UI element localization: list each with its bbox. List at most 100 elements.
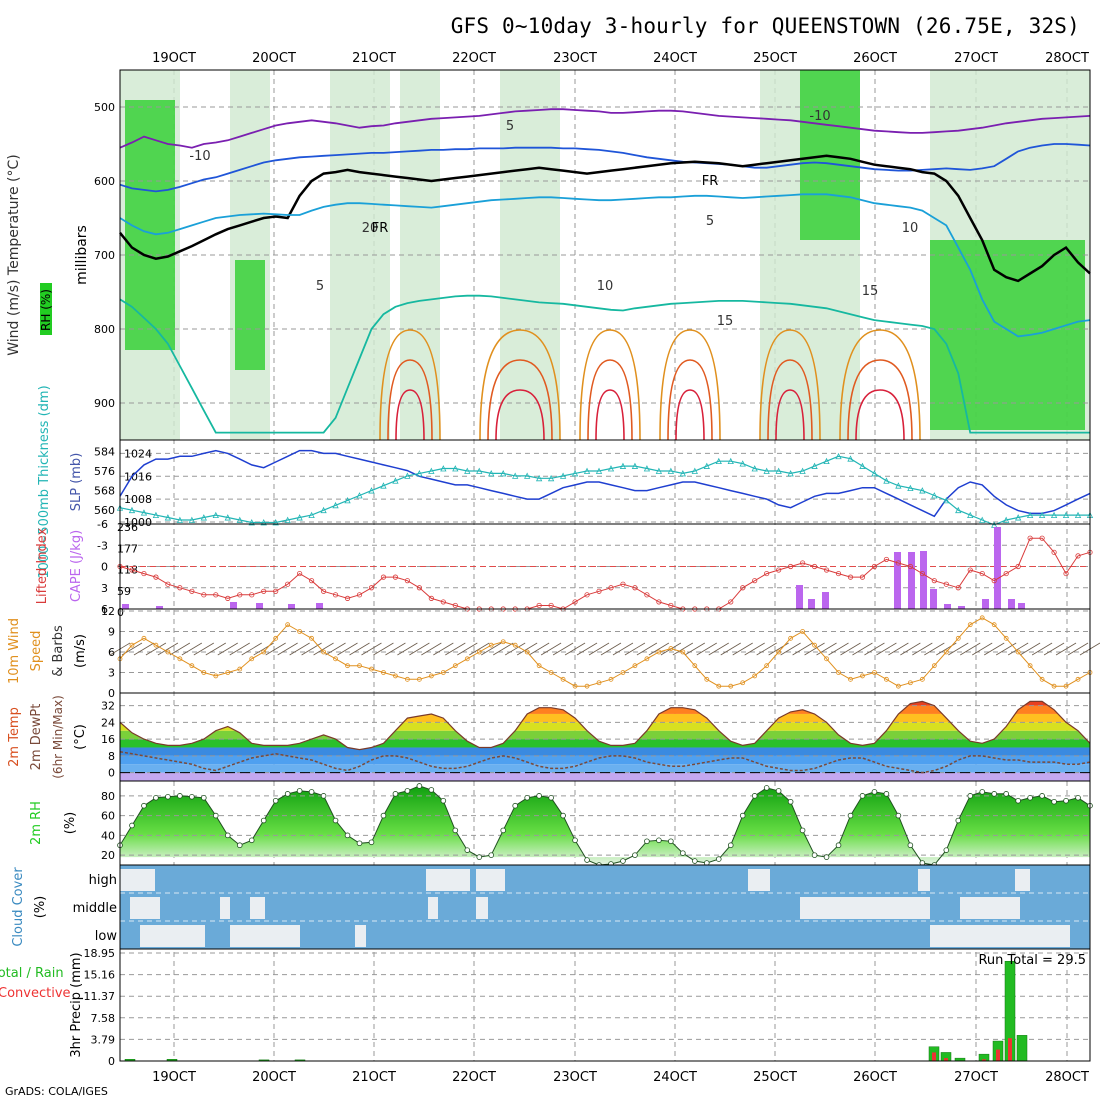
wind-point [943, 649, 949, 655]
li-point [189, 588, 195, 594]
li-point [668, 602, 674, 609]
rh-point [440, 797, 447, 804]
wind-barb [1043, 642, 1065, 656]
cape-bar [230, 602, 237, 609]
li-point [584, 592, 590, 598]
wind-barb [229, 642, 250, 656]
li-point [919, 570, 925, 577]
time-label-top: 19OCT [152, 51, 196, 66]
wind-point [189, 663, 195, 669]
li-point [823, 567, 830, 573]
cloud-clear-cell [120, 869, 155, 891]
warm-contour [659, 329, 721, 441]
thickness-point [488, 470, 495, 477]
thickness-point [344, 496, 351, 504]
li-point [404, 578, 411, 584]
cape-bar [920, 551, 927, 609]
wind-tick: 3 [108, 667, 115, 680]
wind-point [812, 642, 817, 648]
wind-point [440, 670, 446, 675]
rh-point [332, 817, 339, 824]
wind-barb [600, 642, 622, 656]
wind-barb [373, 642, 394, 656]
li-point [261, 588, 267, 594]
thickness-point [500, 470, 507, 477]
li-point [883, 556, 890, 563]
wind-barb [1019, 642, 1041, 656]
rh-point [141, 802, 147, 809]
rh-point [644, 838, 650, 845]
warm-contour [839, 329, 921, 441]
rh-point [165, 794, 171, 800]
warm-contour [675, 389, 705, 441]
li-point [309, 578, 315, 584]
wind-point [452, 663, 458, 669]
rh-point [296, 788, 303, 794]
li-point [859, 574, 866, 580]
cloud-axis-label-2: (%) [33, 896, 48, 919]
wind-barb [804, 642, 825, 656]
li-point [955, 585, 961, 591]
temp-band [120, 705, 1090, 714]
thickness-point [823, 457, 830, 465]
thickness-point [164, 514, 172, 521]
temp-band [120, 730, 1090, 740]
wind-barb [145, 642, 167, 656]
cloud-clear-cell [230, 925, 300, 947]
rh-point [177, 793, 183, 799]
thickness-axis-label: 1000~500mb Thickness (dm) [37, 385, 52, 578]
wind-point [584, 683, 590, 689]
thickness-point [859, 462, 866, 469]
thickness-point [655, 467, 663, 474]
thickness-tick: 584 [94, 445, 115, 458]
li-point [249, 592, 255, 598]
slp-tick: 1016 [124, 470, 152, 483]
wind-barb [708, 642, 729, 656]
rh-point [835, 842, 842, 849]
li-point [632, 585, 638, 591]
precip-frame [119, 948, 1091, 1062]
wind-point [201, 670, 207, 675]
rh-point [739, 812, 746, 819]
wind-point [476, 649, 482, 655]
wind-barb [888, 642, 909, 656]
thickness-point [380, 482, 387, 489]
time-label-bottom: 25OCT [753, 1070, 797, 1085]
cape-bar [930, 589, 937, 609]
li-point [728, 599, 734, 605]
chart-title: GFS 0~10day 3-hourly for QUEENSTOWN (26.… [451, 14, 1080, 38]
li-point [177, 585, 183, 591]
wind-point [309, 635, 315, 641]
thickness-point [152, 511, 160, 518]
cloud-clear-cell [220, 897, 230, 919]
slp-tick: 1008 [124, 493, 152, 506]
thickness-point [128, 506, 136, 514]
wind-point [740, 680, 746, 686]
li-point [416, 585, 422, 591]
thickness-point [176, 516, 184, 523]
wind-point [680, 649, 686, 655]
rh-point [763, 785, 770, 791]
time-label-top: 21OCT [352, 51, 396, 66]
contour-label: -10 [189, 149, 210, 164]
wind-tick: 6 [108, 646, 115, 659]
rh-point [1039, 793, 1045, 799]
li-tick: -6 [97, 518, 108, 531]
thickness-point [1074, 511, 1082, 518]
time-label-bottom: 21OCT [352, 1070, 396, 1085]
thickness-point [883, 477, 890, 484]
wind-point [357, 663, 362, 669]
rh-point [416, 783, 423, 789]
wind-barb [972, 642, 993, 656]
thickness-point [787, 470, 794, 477]
wind-barb [493, 642, 514, 656]
li-point [943, 581, 949, 587]
thickness-point [703, 462, 710, 469]
wind-point [836, 670, 841, 675]
thickness-point [332, 501, 339, 509]
contour-label: 10 [597, 279, 614, 294]
warm-contour [667, 359, 713, 441]
wind-point [548, 670, 554, 675]
temp-band [120, 772, 1090, 781]
thickness-point [715, 457, 722, 465]
